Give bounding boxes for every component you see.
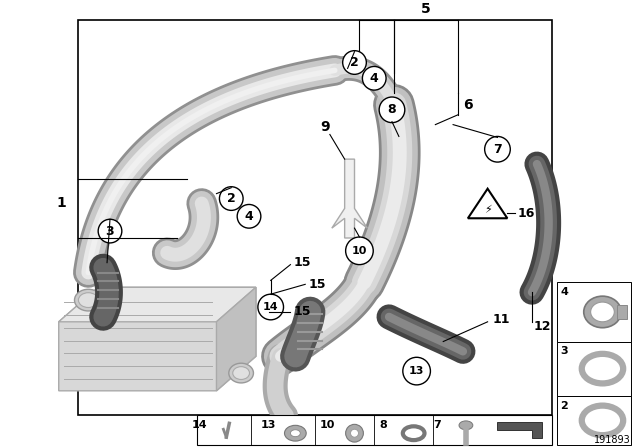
Text: 3: 3 bbox=[106, 224, 115, 237]
Text: 4: 4 bbox=[244, 210, 253, 223]
Circle shape bbox=[342, 51, 366, 74]
Text: 16: 16 bbox=[517, 207, 534, 220]
Bar bbox=[557, 282, 630, 341]
Circle shape bbox=[362, 66, 386, 90]
Text: 191893: 191893 bbox=[594, 435, 630, 445]
Circle shape bbox=[346, 237, 373, 265]
Ellipse shape bbox=[591, 302, 614, 322]
Text: 9: 9 bbox=[320, 120, 330, 134]
Circle shape bbox=[237, 204, 261, 228]
Ellipse shape bbox=[229, 363, 253, 383]
Ellipse shape bbox=[74, 289, 102, 311]
Text: 11: 11 bbox=[493, 313, 510, 326]
Text: 10: 10 bbox=[320, 420, 335, 431]
Text: 13: 13 bbox=[261, 420, 276, 431]
Polygon shape bbox=[59, 287, 256, 322]
Bar bbox=[196, 415, 552, 445]
Polygon shape bbox=[216, 287, 256, 391]
Text: 15: 15 bbox=[293, 256, 311, 269]
Text: 6: 6 bbox=[463, 98, 472, 112]
Bar bbox=[557, 341, 630, 396]
Bar bbox=[79, 20, 552, 415]
Text: 7: 7 bbox=[433, 420, 441, 431]
Text: 10: 10 bbox=[352, 246, 367, 256]
Ellipse shape bbox=[233, 366, 250, 379]
Text: 14: 14 bbox=[263, 302, 278, 312]
Ellipse shape bbox=[285, 425, 306, 441]
Polygon shape bbox=[59, 287, 256, 391]
Text: 14: 14 bbox=[192, 420, 207, 431]
Polygon shape bbox=[332, 159, 367, 238]
Text: 2: 2 bbox=[561, 401, 568, 411]
Text: 2: 2 bbox=[227, 192, 236, 205]
Text: 8: 8 bbox=[388, 103, 396, 116]
Bar bbox=[557, 396, 630, 445]
Ellipse shape bbox=[79, 293, 98, 307]
Text: 15: 15 bbox=[293, 306, 311, 319]
Bar bbox=[617, 305, 627, 319]
Text: 8: 8 bbox=[379, 420, 387, 431]
Text: 1: 1 bbox=[57, 197, 67, 211]
Circle shape bbox=[220, 187, 243, 211]
Text: 15: 15 bbox=[308, 278, 326, 291]
Ellipse shape bbox=[291, 430, 300, 437]
Text: ⚡: ⚡ bbox=[484, 205, 492, 215]
Text: 4: 4 bbox=[561, 287, 568, 297]
Circle shape bbox=[351, 429, 358, 437]
Circle shape bbox=[403, 358, 431, 385]
Circle shape bbox=[258, 294, 284, 320]
Text: 5: 5 bbox=[420, 2, 430, 16]
Text: 4: 4 bbox=[370, 72, 379, 85]
Circle shape bbox=[98, 219, 122, 243]
Text: 2: 2 bbox=[350, 56, 359, 69]
Ellipse shape bbox=[459, 421, 473, 430]
Text: 12: 12 bbox=[534, 320, 552, 333]
Polygon shape bbox=[497, 422, 542, 438]
Circle shape bbox=[484, 137, 510, 162]
Ellipse shape bbox=[584, 296, 621, 328]
Circle shape bbox=[379, 97, 404, 123]
Text: 13: 13 bbox=[409, 366, 424, 376]
Polygon shape bbox=[468, 189, 508, 218]
Text: 3: 3 bbox=[561, 346, 568, 357]
Text: 7: 7 bbox=[493, 143, 502, 156]
Circle shape bbox=[346, 424, 364, 442]
